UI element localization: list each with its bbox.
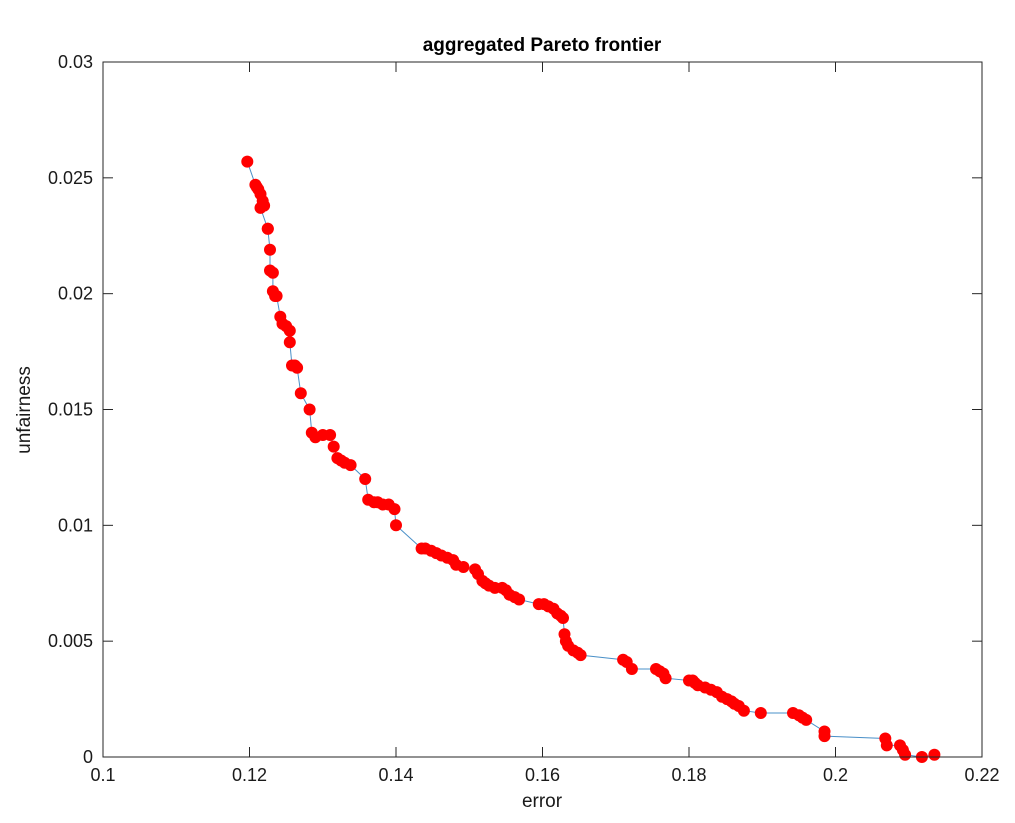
data-point [303, 403, 316, 416]
plot-area [241, 155, 941, 763]
x-tick-label: 0.1 [90, 765, 115, 785]
data-point [899, 748, 912, 761]
data-point [359, 473, 372, 485]
data-point [324, 429, 337, 441]
data-point [737, 704, 750, 717]
data-point [928, 748, 941, 761]
data-point [659, 672, 672, 685]
y-tick-label: 0 [83, 747, 93, 767]
data-point [270, 290, 283, 302]
y-tick-label: 0.03 [58, 52, 93, 72]
data-point [283, 324, 296, 337]
data-point [388, 503, 401, 516]
data-point [327, 440, 340, 453]
data-point [574, 649, 587, 662]
x-tick-label: 0.16 [525, 765, 560, 785]
y-axis-label: unfairness [14, 366, 35, 454]
y-tick-label: 0.015 [48, 400, 93, 420]
data-point [264, 243, 276, 256]
x-tick-label: 0.18 [671, 765, 706, 785]
x-axis: 0.1 0.12 0.14 0.16 0.18 0.2 0.22 [90, 62, 1000, 785]
y-tick-label: 0.025 [48, 168, 93, 188]
data-point [557, 612, 569, 624]
x-tick-label: 0.2 [823, 765, 848, 785]
data-point [241, 155, 254, 168]
y-tick-label: 0.005 [48, 631, 93, 651]
y-axis: 0 0.005 0.01 0.015 0.02 0.025 0.03 [48, 52, 982, 767]
data-point [625, 663, 638, 675]
data-point [800, 713, 813, 726]
x-tick-label: 0.12 [232, 765, 267, 785]
x-tick-label: 0.22 [964, 765, 999, 785]
data-point [261, 222, 274, 235]
data-point [457, 561, 470, 573]
y-tick-label: 0.02 [58, 284, 93, 304]
data-point [283, 336, 296, 349]
x-tick-label: 0.14 [378, 765, 413, 785]
data-point [291, 361, 304, 374]
data-point [513, 593, 526, 606]
y-tick-label: 0.01 [58, 515, 93, 535]
data-point [254, 201, 267, 214]
data-point [344, 459, 357, 472]
data-point [266, 266, 279, 279]
data-point [754, 707, 767, 719]
data-point [880, 739, 893, 752]
chart-title: aggregated Pareto frontier [423, 35, 662, 56]
data-point [818, 730, 831, 743]
x-axis-label: error [522, 791, 563, 812]
data-point [390, 519, 402, 532]
data-point [294, 387, 307, 400]
